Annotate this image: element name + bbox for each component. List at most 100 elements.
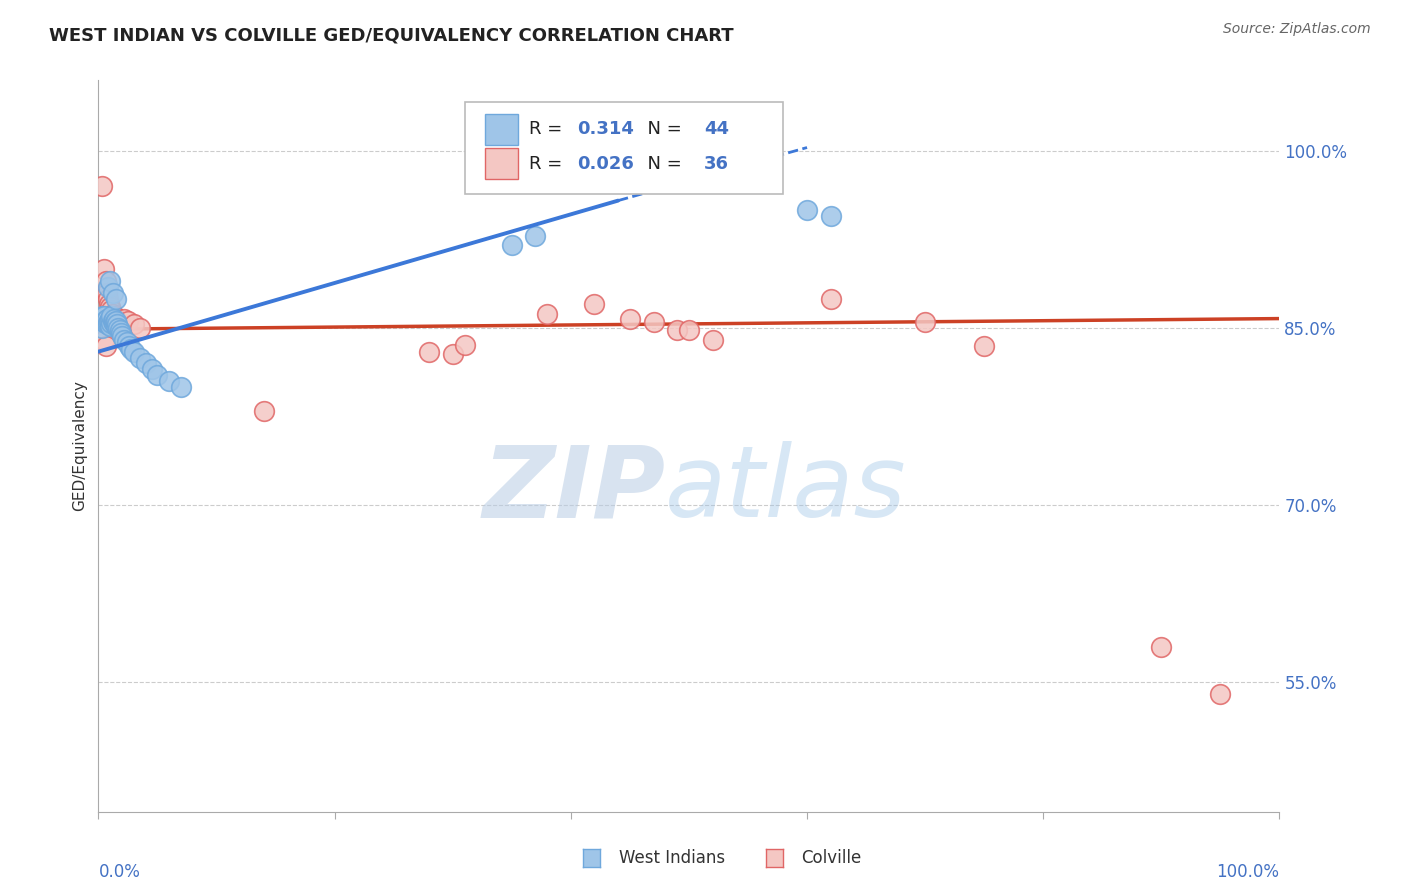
Point bbox=[643, 315, 665, 329]
Text: 100.0%: 100.0% bbox=[1216, 863, 1279, 881]
Text: N =: N = bbox=[636, 120, 688, 138]
Point bbox=[118, 339, 141, 353]
Point bbox=[157, 374, 180, 388]
Point bbox=[122, 318, 145, 332]
Point bbox=[583, 297, 606, 311]
Y-axis label: GED/Equivalency: GED/Equivalency bbox=[72, 381, 87, 511]
Point bbox=[103, 316, 125, 330]
Bar bbox=[485, 148, 517, 179]
Point bbox=[524, 229, 547, 244]
Point bbox=[98, 314, 121, 328]
Point bbox=[98, 274, 121, 288]
Point bbox=[104, 311, 127, 326]
Point bbox=[121, 343, 143, 357]
Point bbox=[100, 303, 122, 318]
Point bbox=[796, 202, 818, 217]
Point bbox=[98, 311, 121, 326]
Point bbox=[91, 315, 114, 329]
Point bbox=[93, 315, 115, 329]
Point bbox=[97, 279, 120, 293]
Point bbox=[101, 285, 124, 300]
Text: 0.314: 0.314 bbox=[576, 120, 634, 138]
Text: R =: R = bbox=[530, 120, 568, 138]
Point bbox=[111, 329, 134, 343]
Text: N =: N = bbox=[636, 154, 688, 173]
Text: 44: 44 bbox=[704, 120, 730, 138]
Point bbox=[501, 238, 523, 252]
Point bbox=[108, 318, 131, 332]
Point bbox=[91, 310, 114, 324]
Point bbox=[98, 300, 121, 314]
Point bbox=[170, 380, 193, 394]
Point bbox=[107, 321, 129, 335]
Point bbox=[702, 333, 724, 347]
Point bbox=[91, 321, 114, 335]
Point bbox=[97, 316, 120, 330]
Point bbox=[441, 347, 464, 361]
Point bbox=[101, 307, 124, 321]
Point bbox=[820, 209, 842, 223]
Point bbox=[105, 314, 128, 328]
Point bbox=[135, 356, 157, 370]
FancyBboxPatch shape bbox=[464, 103, 783, 194]
Point bbox=[619, 311, 641, 326]
Point bbox=[141, 362, 163, 376]
Point bbox=[96, 318, 118, 332]
Point bbox=[122, 344, 145, 359]
Point bbox=[536, 307, 558, 321]
Text: R =: R = bbox=[530, 154, 568, 173]
Point bbox=[94, 312, 117, 326]
Point bbox=[98, 318, 121, 333]
Point bbox=[101, 314, 124, 328]
Point bbox=[112, 333, 135, 347]
Point bbox=[93, 262, 115, 277]
Text: 0.0%: 0.0% bbox=[98, 863, 141, 881]
Point bbox=[973, 339, 995, 353]
Point bbox=[96, 311, 118, 326]
Point bbox=[110, 326, 132, 340]
Text: 0.026: 0.026 bbox=[576, 154, 634, 173]
Point bbox=[105, 318, 128, 332]
Point bbox=[128, 351, 150, 365]
Point bbox=[93, 333, 115, 347]
Bar bbox=[485, 114, 517, 145]
Point bbox=[820, 292, 842, 306]
Text: ZIP: ZIP bbox=[482, 442, 665, 539]
Point bbox=[97, 292, 120, 306]
Point bbox=[105, 318, 128, 333]
Text: Colville: Colville bbox=[801, 849, 862, 867]
Text: West Indians: West Indians bbox=[619, 849, 724, 867]
Point bbox=[93, 310, 115, 324]
Point bbox=[103, 310, 125, 324]
Point bbox=[253, 403, 276, 417]
Point bbox=[100, 316, 122, 330]
Point bbox=[1150, 640, 1173, 654]
Point bbox=[108, 323, 131, 337]
Point bbox=[91, 179, 114, 194]
Point bbox=[96, 285, 118, 300]
Point bbox=[128, 321, 150, 335]
Point bbox=[105, 292, 128, 306]
Point bbox=[678, 323, 700, 337]
Point bbox=[117, 314, 139, 328]
Point bbox=[418, 344, 440, 359]
Point bbox=[94, 339, 117, 353]
Point bbox=[146, 368, 169, 383]
Text: atlas: atlas bbox=[665, 442, 907, 539]
Point bbox=[914, 315, 936, 329]
Point bbox=[115, 335, 138, 350]
Point bbox=[100, 310, 122, 324]
Text: Source: ZipAtlas.com: Source: ZipAtlas.com bbox=[1223, 22, 1371, 37]
Point bbox=[666, 323, 689, 337]
Text: WEST INDIAN VS COLVILLE GED/EQUIVALENCY CORRELATION CHART: WEST INDIAN VS COLVILLE GED/EQUIVALENCY … bbox=[49, 27, 734, 45]
Point bbox=[94, 274, 117, 288]
Point bbox=[112, 311, 135, 326]
Point bbox=[104, 315, 127, 329]
Point bbox=[103, 311, 125, 326]
Point bbox=[111, 319, 134, 334]
Text: 36: 36 bbox=[704, 154, 730, 173]
Point bbox=[1209, 687, 1232, 701]
Point bbox=[98, 297, 121, 311]
Point bbox=[453, 337, 475, 351]
Point bbox=[105, 315, 128, 329]
